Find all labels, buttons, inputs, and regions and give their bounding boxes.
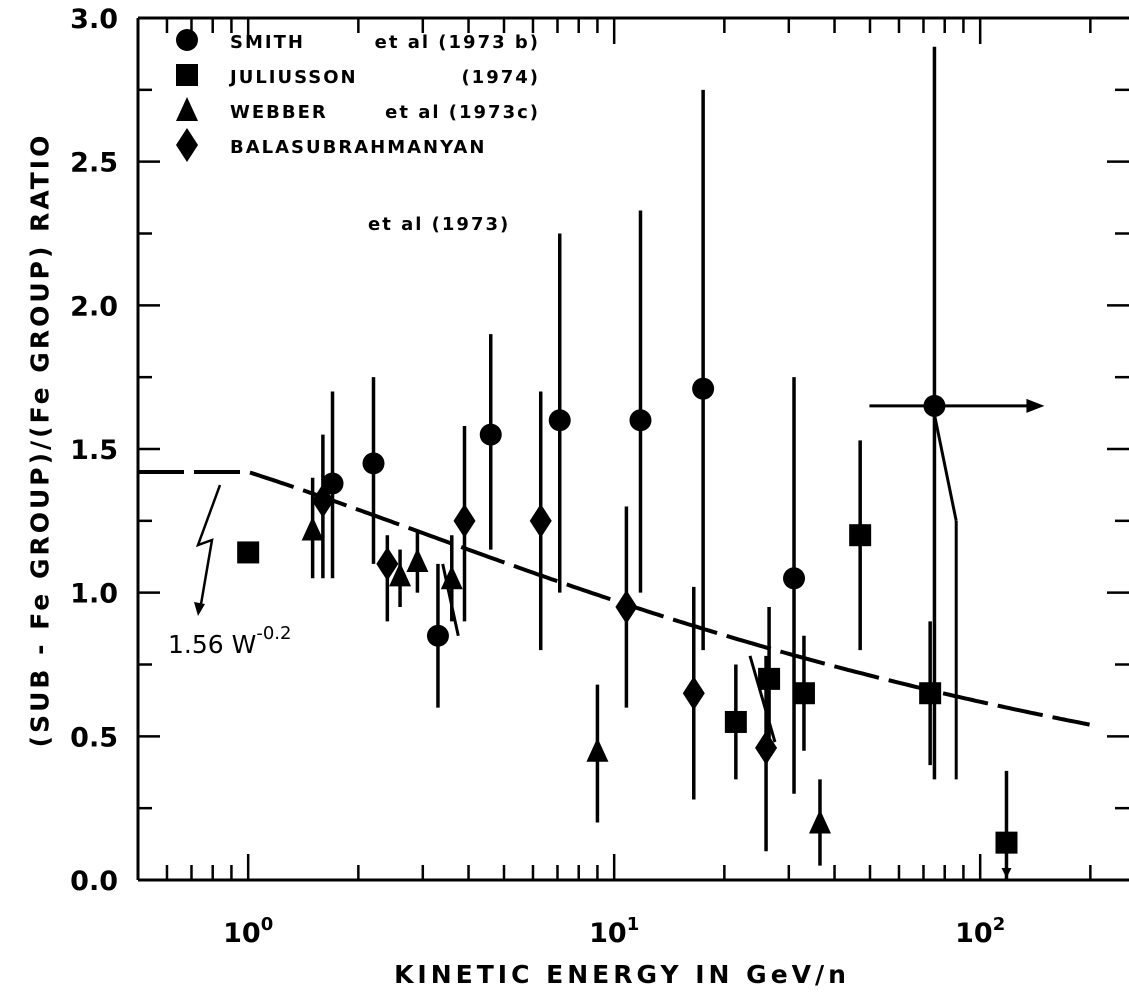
series-webber	[301, 477, 831, 866]
legend-marker-square	[176, 64, 198, 86]
square-point	[237, 541, 260, 564]
diamond-point	[453, 503, 476, 538]
square-point	[919, 682, 942, 705]
legend-label-webber: WEBBER	[230, 102, 328, 123]
triangle-point	[440, 565, 463, 590]
triangle-point	[301, 516, 324, 541]
legend-marker-circle	[176, 29, 198, 51]
triangle-point	[808, 809, 831, 834]
x-limit-arrow-head	[1026, 398, 1045, 413]
y-tick-label: 2.0	[70, 291, 118, 322]
fit-curve	[138, 470, 1090, 727]
diamond-point	[615, 590, 638, 625]
circle-point	[479, 423, 502, 446]
x-axis-label: KINETIC ENERGY IN GeV/n	[394, 960, 850, 989]
slant-line	[932, 414, 958, 522]
square-point	[724, 710, 747, 733]
legend-note: et al (1973 b)	[375, 32, 540, 53]
square-point	[849, 524, 872, 547]
y-tick-label: 2.5	[70, 148, 118, 179]
x-tick-label: 102	[955, 914, 1005, 949]
legend-note: (1974)	[461, 67, 540, 88]
circle-point	[426, 624, 449, 647]
y-tick-label: 0.0	[70, 866, 118, 897]
legend-marker-diamond	[176, 128, 198, 162]
legend-marker-triangle	[176, 97, 198, 121]
triangle-point	[406, 548, 429, 573]
diamond-point	[755, 730, 778, 765]
data-layer	[237, 46, 1045, 880]
series-juliusson	[237, 440, 1018, 880]
upper-limit-arrow-head	[1001, 868, 1012, 878]
x-tick-label: 101	[589, 914, 639, 949]
y-axis-label: (SUB - Fe GROUP)/(Fe GROUP) RATIO	[25, 132, 55, 748]
legend-note: et al (1973)	[368, 214, 510, 235]
legend-label-juliusson: JULIUSSON	[228, 67, 358, 88]
plot-axes: 0.0 0.5 1.0 1.5 2.0 2.5 3.0 100 101 102	[70, 4, 1129, 949]
annotation-layer: 1.56 W-0.2	[168, 484, 291, 659]
x-tick-label: 100	[223, 914, 273, 949]
diamond-point	[529, 503, 552, 538]
fit-curve-pointer	[195, 484, 222, 611]
square-point	[792, 682, 815, 705]
diamond-point	[682, 676, 705, 711]
triangle-point	[586, 737, 609, 762]
fit-curve-layer	[138, 414, 1090, 780]
circle-point	[362, 452, 385, 475]
legend-note: et al (1973c)	[385, 102, 540, 123]
y-tick-label: 1.5	[70, 435, 118, 466]
fit-curve-pointer-head	[194, 602, 205, 616]
series-smith	[321, 46, 1045, 794]
series-balasubrahmanyan	[311, 391, 778, 852]
square-point	[758, 667, 781, 690]
triangle-point	[389, 562, 412, 587]
circle-point	[692, 377, 715, 400]
diamond-point	[311, 483, 334, 518]
legend-label-balasubrahmanyan: BALASUBRAHMANYAN	[230, 137, 486, 158]
circle-point	[321, 472, 344, 495]
fit-curve-label: 1.56 W-0.2	[168, 623, 291, 659]
circle-point	[783, 567, 806, 590]
circle-point	[548, 409, 571, 432]
legend-label-smith: SMITH	[230, 32, 305, 53]
diamond-point	[376, 546, 399, 581]
y-tick-label: 1.0	[70, 579, 118, 610]
y-tick-label: 0.5	[70, 722, 118, 753]
circle-point	[629, 409, 652, 432]
y-tick-label: 3.0	[70, 4, 118, 35]
legend: SMITH et al (1973 b) JULIUSSON (1974) WEBBER…	[176, 29, 540, 235]
